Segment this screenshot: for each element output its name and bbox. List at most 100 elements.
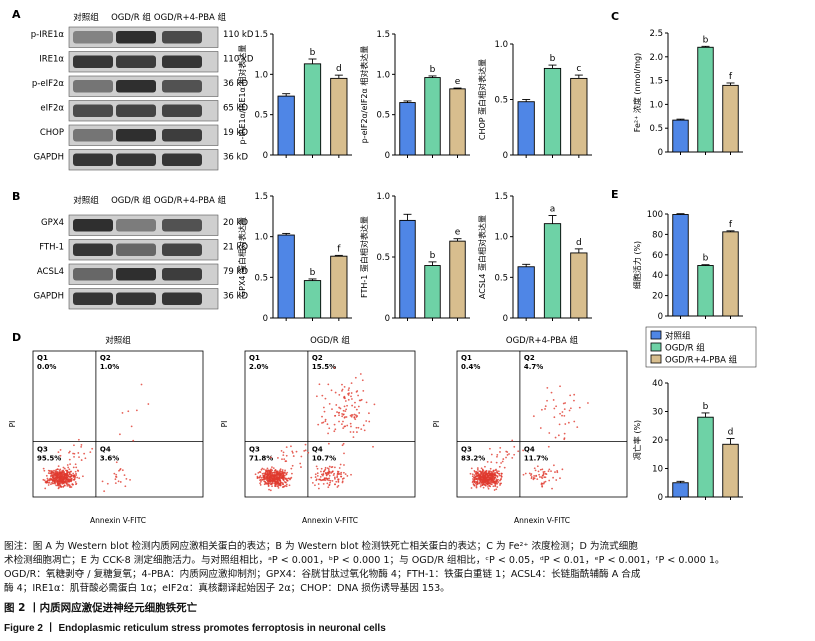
flow-event-dot — [263, 476, 266, 479]
flow-event-dot — [482, 475, 484, 478]
flow-y-axis-label: PI — [432, 421, 441, 428]
quadrant-percent: 0.0% — [37, 363, 56, 371]
flow-event-dot — [290, 445, 292, 448]
flow-event-dot — [276, 479, 279, 482]
flow-event-dot — [483, 478, 486, 481]
flow-event-dot — [315, 395, 318, 398]
y-tick-label: 0 — [658, 493, 663, 503]
flow-event-dot — [67, 475, 70, 478]
flow-event-dot — [304, 449, 307, 452]
blot-protein-label: GPX4 — [41, 218, 64, 228]
blot-size-label: 110 kD — [223, 55, 254, 65]
flow-event-dot — [547, 470, 550, 473]
flow-event-dot — [260, 468, 263, 471]
flow-event-dot — [80, 444, 83, 446]
quadrant-name: Q2 — [524, 354, 535, 362]
flow-event-dot — [55, 468, 58, 471]
flow-event-dot — [482, 486, 485, 489]
y-tick-label: 20 — [652, 292, 663, 302]
blot-protein-label: FTH-1 — [39, 243, 64, 253]
flow-event-dot — [59, 472, 62, 475]
flow-event-dot — [483, 472, 486, 475]
flow-event-dot — [587, 402, 589, 404]
flow-event-dot — [350, 425, 352, 428]
flow-event-dot — [341, 481, 344, 484]
flow-event-dot — [123, 474, 126, 477]
flow-event-dot — [488, 475, 490, 478]
flow-event-dot — [276, 476, 279, 479]
flow-event-dot — [492, 481, 495, 484]
flow-event-dot — [350, 392, 353, 394]
flow-event-dot — [307, 451, 310, 454]
flow-event-dot — [334, 483, 336, 486]
y-axis-label: 凋亡率 (%) — [632, 420, 642, 460]
flow-event-dot — [547, 445, 550, 448]
flow-event-dot — [327, 442, 330, 445]
flow-event-dot — [320, 473, 323, 476]
flow-event-dot — [495, 483, 497, 485]
flow-event-dot — [75, 474, 77, 477]
flow-event-dot — [261, 467, 264, 470]
flow-event-dot — [517, 450, 520, 453]
flow-event-dot — [124, 485, 127, 488]
flow-event-dot — [47, 484, 50, 486]
bar — [722, 443, 739, 498]
flow-event-dot — [342, 413, 345, 416]
flow-event-dot — [479, 484, 482, 486]
flow-event-dot — [274, 482, 277, 485]
flow-event-dot — [295, 450, 298, 453]
flow-event-dot — [502, 458, 505, 460]
flow-event-dot — [347, 392, 349, 395]
flow-event-dot — [314, 473, 317, 476]
flow-event-dot — [344, 400, 347, 402]
flow-event-dot — [483, 475, 486, 478]
blot-group-header: OGD/R 组 — [111, 12, 151, 23]
flow-event-dot — [533, 467, 536, 470]
flow-event-dot — [573, 393, 576, 396]
blot-group-header: OGD/R 组 — [111, 195, 151, 206]
flow-event-dot — [278, 484, 280, 487]
flow-event-dot — [473, 469, 476, 472]
flow-event-dot — [536, 465, 539, 468]
bar — [424, 265, 441, 319]
flow-event-dot — [59, 449, 62, 451]
flow-event-dot — [489, 485, 492, 488]
bar-chart-fe2: 0 0.5 1.0 1.5 2.0 2.5 Fe²⁺ 浓度 (nmol/mg) b f — [632, 29, 743, 158]
flow-event-dot — [70, 480, 73, 483]
flow-event-dot — [64, 480, 66, 483]
quadrant-percent: 11.7% — [524, 455, 548, 463]
flow-event-dot — [282, 473, 285, 476]
y-tick-label: 30 — [652, 408, 663, 418]
flow-event-dot — [285, 446, 288, 449]
flow-event-dot — [343, 425, 346, 428]
flow-event-dot — [340, 473, 342, 476]
flow-event-dot — [524, 472, 527, 475]
flow-event-dot — [59, 470, 61, 473]
flow-event-dot — [548, 479, 551, 482]
flow-event-dot — [333, 476, 336, 479]
flow-event-dot — [317, 423, 320, 426]
quadrant-name: Q4 — [524, 446, 535, 454]
flow-event-dot — [532, 415, 535, 418]
flow-event-dot — [261, 472, 264, 475]
flow-event-dot — [348, 387, 350, 390]
flow-event-dot — [263, 468, 265, 471]
y-tick-label: 1.0 — [254, 70, 268, 80]
blot-group-header: 对照组 — [73, 195, 99, 206]
quadrant-percent: 15.5% — [312, 363, 336, 371]
blot-protein-label: p-eIF2α — [32, 79, 64, 89]
flow-event-dot — [70, 474, 73, 477]
flow-event-dot — [264, 469, 267, 472]
y-axis-label: FTH-1 蛋白相对表达量 — [359, 216, 369, 298]
flow-event-dot — [341, 383, 343, 386]
bar-chart-apoptosis-rate: 0 10 20 30 40 凋亡率 (%) b d — [632, 379, 743, 503]
flow-event-dot — [73, 474, 76, 476]
flow-event-dot — [284, 484, 287, 487]
flow-event-dot — [342, 477, 345, 480]
flow-event-dot — [58, 486, 60, 489]
blot-band — [73, 129, 113, 142]
flow-event-dot — [345, 416, 348, 418]
